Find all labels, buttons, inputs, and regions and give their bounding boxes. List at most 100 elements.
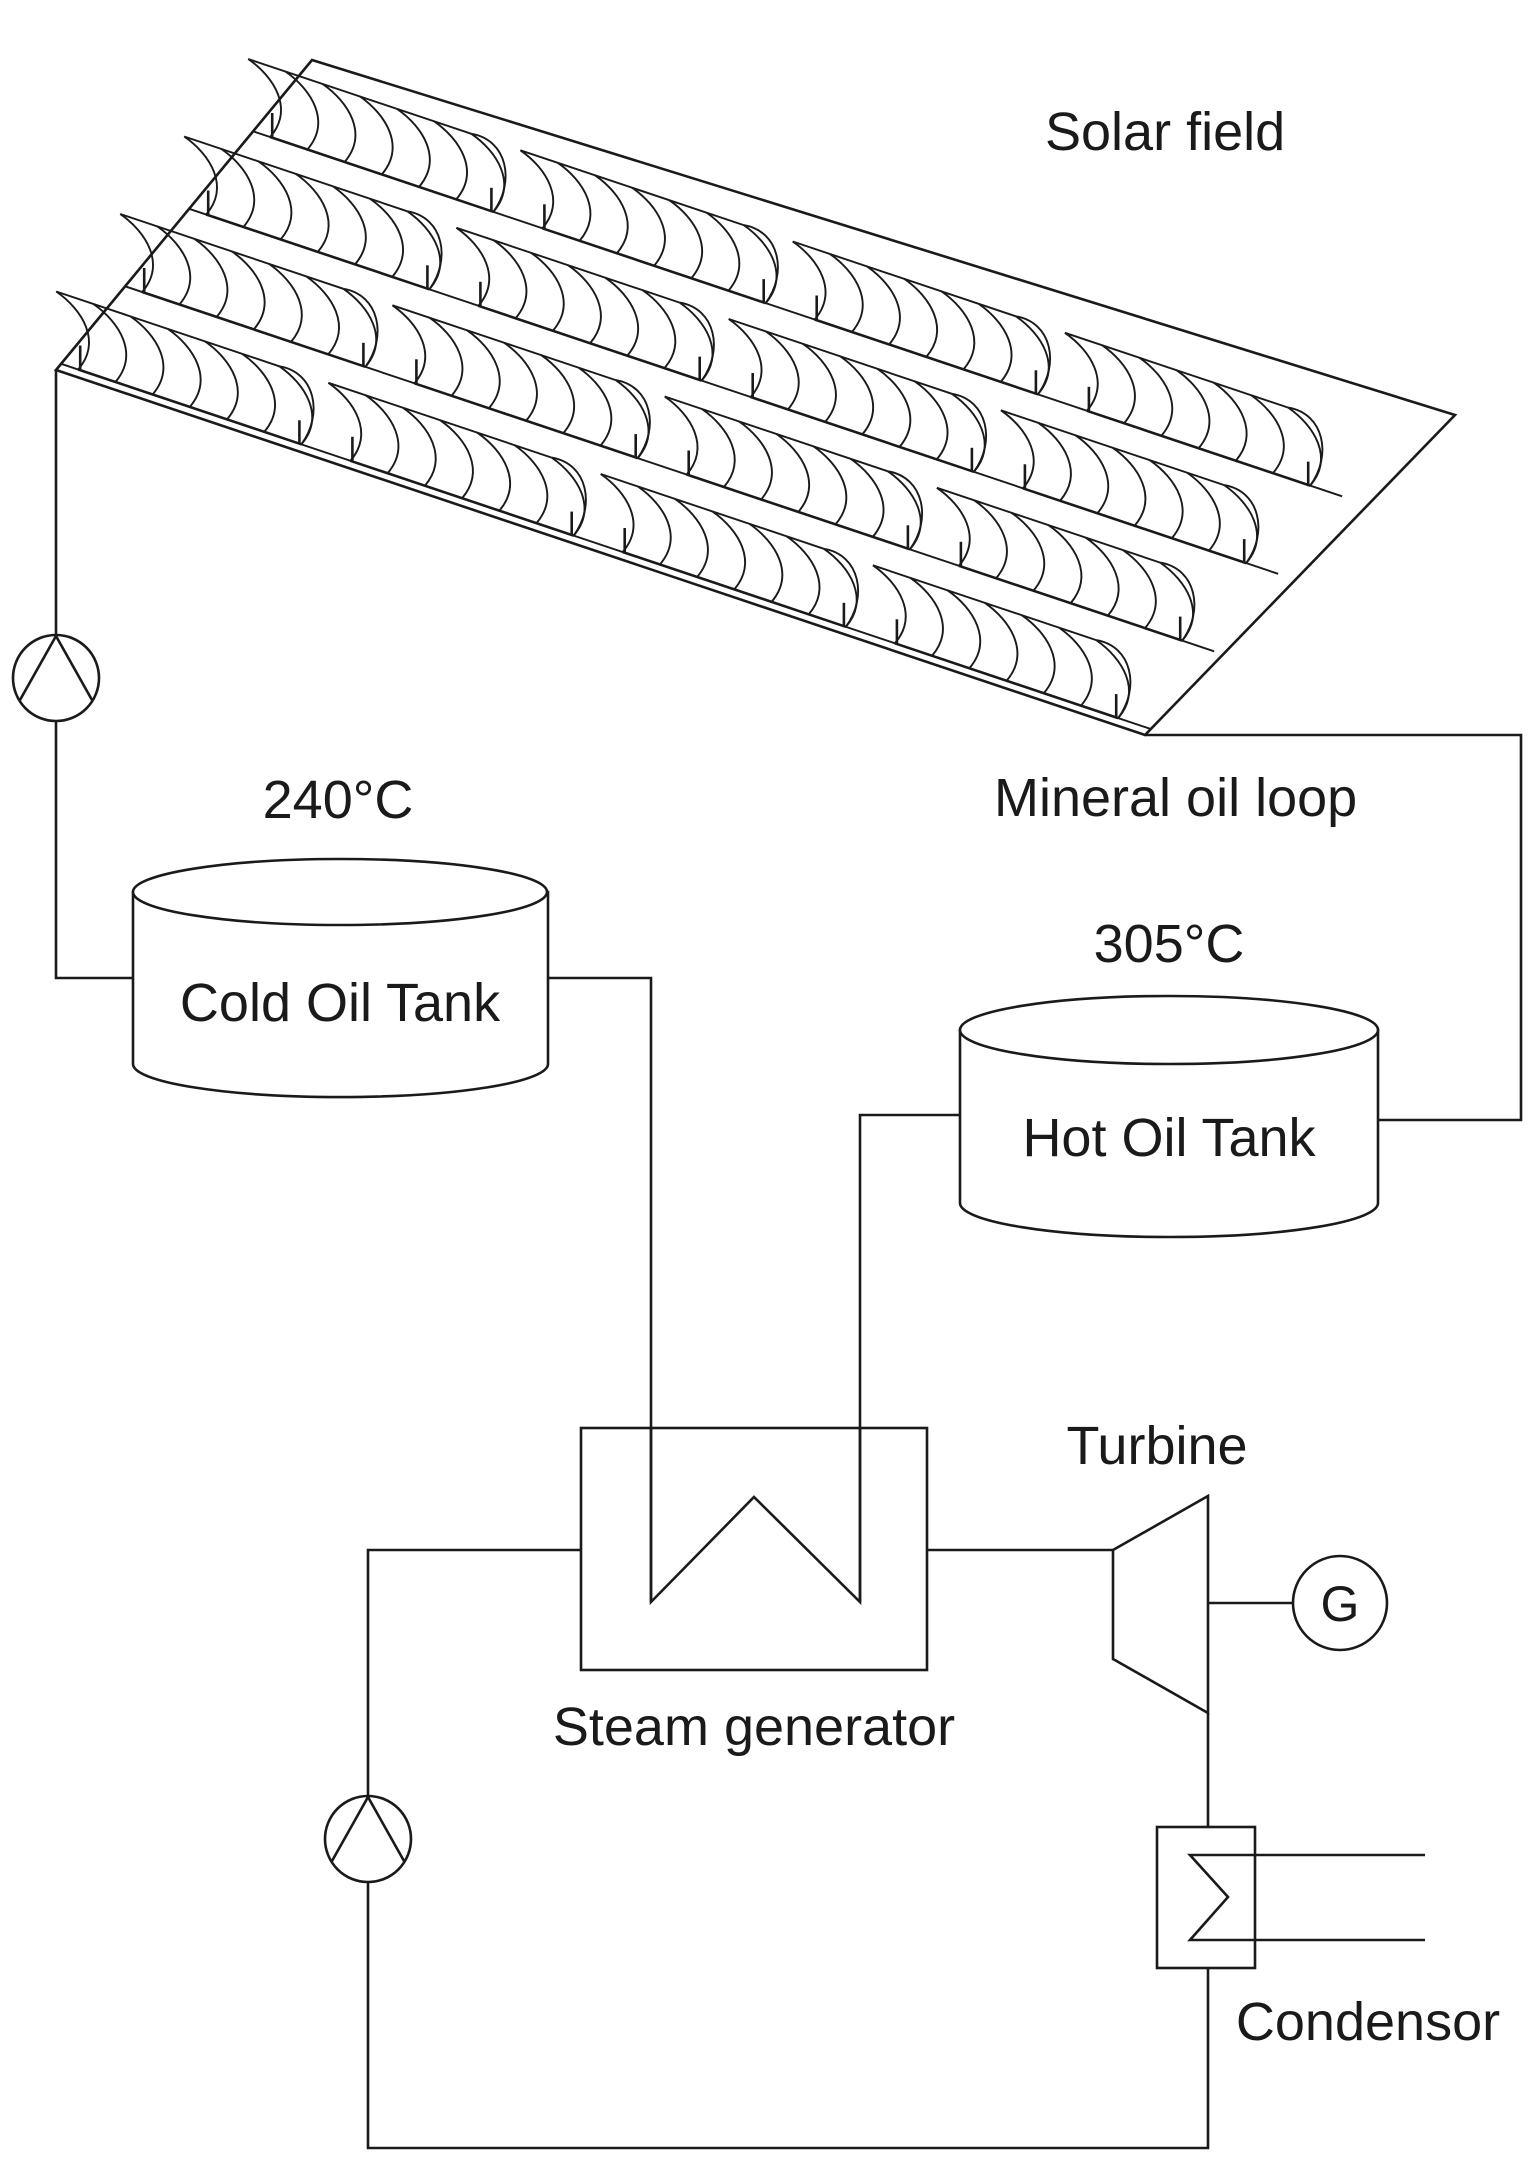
collector-end-cap [1224, 484, 1260, 564]
collector-mirror-arc [1021, 614, 1056, 694]
feedwater-pipe [366, 1548, 1210, 2150]
collector-top-rim [600, 473, 825, 550]
collector-mirror-arc [466, 329, 501, 409]
collector-mirror-arc [332, 185, 367, 266]
collector-mirror-arc [433, 120, 468, 201]
collector-mirror-arc [631, 186, 666, 267]
collector-top-rim [456, 226, 681, 304]
collector-end-cap [551, 456, 587, 537]
collector-mirror-arc [530, 251, 565, 332]
collector-top-rim [183, 135, 408, 213]
oil-pump-icon [11, 633, 101, 723]
collector-mirror-arc [1186, 471, 1221, 552]
collector-mirror-arc [711, 510, 746, 591]
collector-end-cap [679, 301, 715, 382]
collector-mirror-arc [204, 340, 239, 421]
collector-mirror-arc [674, 498, 709, 578]
collector-mirror-arc [476, 431, 511, 512]
collector-mirror-arc [1010, 511, 1045, 592]
collector-top-rim [392, 304, 617, 382]
hot-oil-tank [958, 994, 1380, 1239]
collector-mirror-arc [641, 289, 677, 369]
solar-field-platform [53, 58, 1458, 737]
collector-mirror-arc [1138, 356, 1173, 437]
collector-mirror-arc [359, 95, 394, 176]
collector-top-rim [1000, 409, 1225, 487]
collector-mirror-arc [637, 485, 672, 566]
collector-mirror-arc [402, 406, 437, 487]
collector-mirror-arc [1101, 344, 1136, 424]
solar-field-row-header [124, 285, 1215, 653]
turbine [1111, 1493, 1210, 1716]
collector-mirror-arc [1048, 524, 1083, 604]
hot-oil-tank-label: Hot Oil Tank [1022, 1108, 1316, 1168]
collector-mirror-arc [701, 408, 736, 488]
collector-top-rim [328, 381, 553, 459]
condensor-label: Condensor [1236, 1992, 1500, 2052]
collector-mirror-arc [429, 316, 464, 397]
collector-mirror-arc [305, 275, 340, 356]
collector-end-cap [1096, 639, 1132, 719]
collector-mirror-arc [738, 420, 773, 501]
collector-end-cap [1288, 406, 1324, 487]
collector-mirror-arc [519, 149, 554, 229]
collector-mirror-arc [365, 394, 400, 474]
collector-top-rim [936, 486, 1161, 564]
condensor-icon [1155, 1825, 1257, 1970]
collector-mirror-arc [284, 70, 319, 151]
collector-mirror-arc [668, 199, 703, 279]
collector-mirror-arc [1074, 434, 1109, 514]
collector-end-cap [1015, 315, 1052, 395]
collector-mirror-arc [241, 353, 276, 433]
collector-mirror-arc [577, 366, 613, 447]
collector-mirror-arc [594, 174, 629, 254]
oil-pipe-hot-tank-to-steam-generator [858, 1113, 960, 1602]
collector-mirror-arc [540, 354, 575, 434]
collector-top-rim [1064, 331, 1289, 409]
collector-mirror-arc [231, 250, 266, 331]
collector-end-cap [743, 224, 779, 304]
mineral-oil-loop-label: Mineral oil loop [994, 768, 1357, 828]
oil-pipe-cold-to-field [54, 370, 133, 980]
collector-mirror-arc [812, 445, 848, 526]
collector-mirror-arc [493, 239, 528, 319]
collector-end-cap [1160, 561, 1196, 642]
collector-mirror-arc [268, 263, 303, 343]
cold-oil-tank [131, 857, 550, 1099]
collector-mirror-arc [439, 419, 474, 499]
condensor-coil [1187, 1853, 1425, 1942]
collector-end-cap [887, 470, 924, 550]
collector-mirror-arc [183, 135, 218, 216]
collector-mirror-arc [903, 278, 938, 358]
collector-top-rim [119, 213, 344, 290]
collector-mirror-arc [567, 264, 602, 344]
feedwater-pump-icon [323, 1794, 413, 1884]
oil-pump [11, 633, 101, 723]
collector-mirror-arc [604, 276, 639, 357]
oil-pipe-field-to-hot-tank [1145, 733, 1523, 1122]
collector-mirror-arc [1058, 626, 1093, 707]
collector-mirror-arc [130, 315, 165, 396]
collector-mirror-arc [1176, 369, 1211, 449]
solar-field-row-header [188, 207, 1279, 575]
cold-oil-tank-label: Cold Oil Tank [180, 973, 501, 1033]
turbine-icon [1111, 1493, 1210, 1716]
collector-mirror-arc [876, 368, 912, 448]
collector-mirror-arc [119, 213, 154, 293]
collector-mirror-arc [391, 304, 426, 384]
collector-mirror-arc [258, 160, 293, 241]
collector-mirror-arc [557, 161, 592, 242]
turbine-label: Turbine [1066, 1416, 1247, 1476]
collector-mirror-arc [940, 290, 976, 371]
collector-end-cap [951, 392, 988, 473]
collector-mirror-arc [664, 395, 699, 476]
collector-top-rim [55, 290, 280, 368]
collector-mirror-arc [909, 576, 944, 657]
collector-mirror-arc [705, 211, 741, 292]
collector-mirror-arc [1064, 332, 1099, 412]
collector-end-cap [343, 287, 379, 368]
collector-mirror-arc [978, 303, 1013, 383]
collector-mirror-arc [167, 328, 202, 408]
collector-mirror-arc [1112, 446, 1147, 527]
steam-generator-coil [649, 1428, 862, 1606]
